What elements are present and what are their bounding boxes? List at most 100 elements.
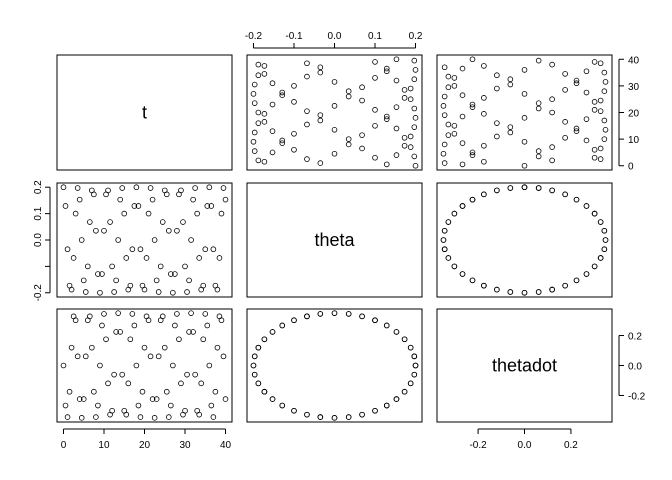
- data-point: [317, 160, 324, 166]
- data-point: [412, 162, 419, 169]
- data-point: [103, 336, 109, 343]
- data-point: [168, 271, 174, 277]
- data-point: [291, 317, 297, 324]
- data-point: [145, 210, 152, 217]
- data-point: [149, 196, 156, 203]
- data-point: [507, 81, 514, 88]
- data-point: [469, 277, 476, 284]
- data-point: [129, 246, 136, 253]
- data-point: [591, 59, 598, 65]
- data-point: [82, 353, 89, 360]
- data-point: [139, 388, 146, 395]
- data-point: [166, 227, 172, 234]
- data-point: [192, 185, 198, 191]
- data-point: [359, 97, 365, 104]
- data-point: [151, 237, 158, 243]
- data-point: [133, 362, 140, 369]
- tick-label: 10: [628, 135, 640, 146]
- data-point: [411, 153, 418, 160]
- data-point: [279, 402, 286, 409]
- data-point: [255, 380, 262, 387]
- data-point: [407, 380, 414, 387]
- data-point: [250, 362, 257, 369]
- data-point: [562, 87, 568, 93]
- y-axis-left-theta: -0.2 0.0 0.1 0.2: [33, 180, 51, 302]
- data-point: [331, 310, 338, 316]
- data-point: [407, 85, 414, 92]
- panel-theta-theta: theta: [246, 182, 423, 298]
- data-point: [200, 282, 207, 289]
- data-point: [469, 56, 476, 63]
- data-point: [109, 407, 115, 414]
- data-point: [72, 317, 79, 324]
- data-point: [372, 154, 378, 161]
- data-point: [304, 411, 310, 418]
- data-point: [200, 336, 207, 343]
- data-point: [216, 255, 223, 261]
- panel-t-t: t: [56, 54, 233, 171]
- data-point: [91, 191, 97, 198]
- x-axis-bottom-t: 0 10 20 30 40: [61, 428, 232, 451]
- data-point: [411, 57, 418, 64]
- data-point: [407, 144, 414, 150]
- data-point: [261, 336, 268, 343]
- data-point: [147, 353, 154, 360]
- panel-frame: [436, 54, 613, 171]
- data-point: [411, 105, 418, 112]
- data-point: [441, 64, 448, 71]
- data-point: [251, 100, 258, 106]
- tick-label: 0.0: [328, 31, 342, 42]
- data-point: [597, 97, 604, 104]
- data-point: [591, 146, 598, 153]
- data-point: [210, 414, 217, 420]
- data-point: [481, 142, 487, 149]
- data-point: [137, 246, 144, 253]
- data-point: [407, 96, 414, 102]
- data-point: [180, 219, 186, 225]
- data-point: [459, 140, 466, 146]
- data-point: [317, 112, 324, 118]
- data-point: [178, 187, 184, 194]
- data-point: [372, 317, 378, 324]
- data-point: [155, 289, 162, 295]
- data-point: [411, 371, 418, 378]
- data-point: [494, 72, 500, 79]
- data-point: [72, 210, 79, 217]
- data-point: [76, 396, 83, 402]
- data-point: [602, 127, 609, 133]
- data-point: [304, 108, 310, 114]
- data-point: [441, 141, 448, 148]
- data-point: [393, 104, 400, 110]
- data-point: [119, 185, 126, 191]
- data-point: [91, 388, 97, 395]
- data-point: [105, 187, 111, 194]
- data-point: [407, 344, 414, 351]
- panel-frame: [56, 308, 233, 423]
- data-point: [186, 329, 192, 335]
- data-point: [573, 277, 580, 284]
- data-point: [269, 128, 276, 134]
- data-point: [74, 185, 81, 191]
- tick-label: 0.2: [409, 31, 423, 42]
- data-point: [279, 140, 286, 146]
- data-point: [214, 286, 221, 293]
- data-point: [269, 396, 276, 402]
- data-point: [372, 407, 378, 414]
- data-point: [113, 277, 119, 284]
- data-point: [331, 127, 338, 133]
- data-point: [597, 145, 604, 152]
- data-point: [261, 158, 268, 165]
- data-point: [202, 311, 209, 317]
- data-point: [345, 136, 352, 142]
- data-point: [469, 149, 476, 156]
- data-point: [188, 237, 194, 243]
- data-point: [469, 104, 476, 110]
- tick-label: -0.2: [33, 284, 44, 302]
- data-point: [549, 109, 555, 116]
- data-point: [345, 88, 352, 95]
- y-axis-right-t: 0 10 20 30 40: [618, 55, 640, 173]
- data-point: [359, 84, 365, 91]
- data-point: [459, 92, 466, 98]
- data-point: [153, 396, 160, 402]
